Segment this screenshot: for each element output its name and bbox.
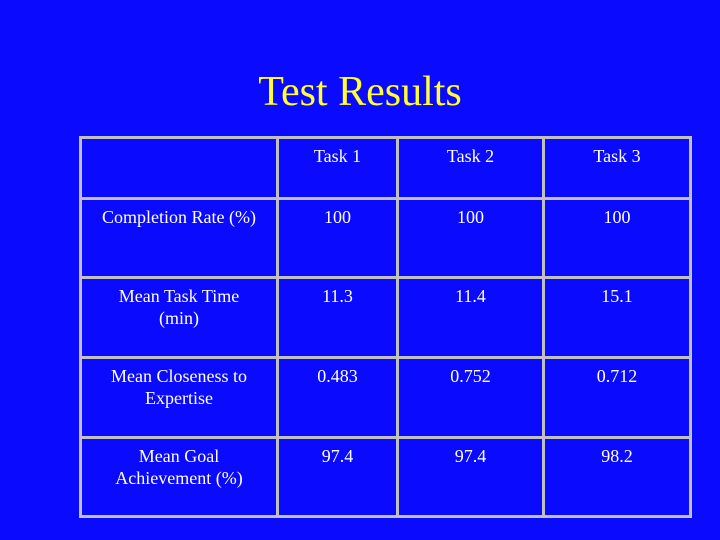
data-row: Mean Goal Achievement (%) 97.4 97.4 98.2 [79,436,692,518]
cell-value: 100 [396,197,545,279]
corner-cell [79,136,279,200]
column-header: Task 1 [276,136,399,200]
cell-value: 97.4 [396,436,545,518]
cell-value: 0.483 [276,356,399,439]
cell-value: 0.712 [542,356,692,439]
cell-value: 98.2 [542,436,692,518]
slide-title: Test Results [258,69,462,115]
results-table: Task 1 Task 2 Task 3 Completion Rate (%) 100… [79,136,692,518]
cell-value: 0.752 [396,356,545,439]
row-label: Completion Rate (%) [79,197,279,279]
cell-value: 11.4 [396,276,545,359]
data-row: Completion Rate (%) 100 100 100 [79,197,692,279]
cell-value: 97.4 [276,436,399,518]
row-label: Mean Task Time (min) [79,276,279,359]
column-header: Task 3 [542,136,692,200]
cell-value: 11.3 [276,276,399,359]
cell-value: 100 [542,197,692,279]
data-row: Mean Closeness to Expertise 0.483 0.752 0.7… [79,356,692,439]
row-label: Mean Closeness to Expertise [79,356,279,439]
data-row: Mean Task Time (min) 11.3 11.4 15.1 [79,276,692,359]
cell-value: 15.1 [542,276,692,359]
column-header: Task 2 [396,136,545,200]
header-row: Task 1 Task 2 Task 3 [79,136,692,200]
row-label: Mean Goal Achievement (%) [79,436,279,518]
cell-value: 100 [276,197,399,279]
